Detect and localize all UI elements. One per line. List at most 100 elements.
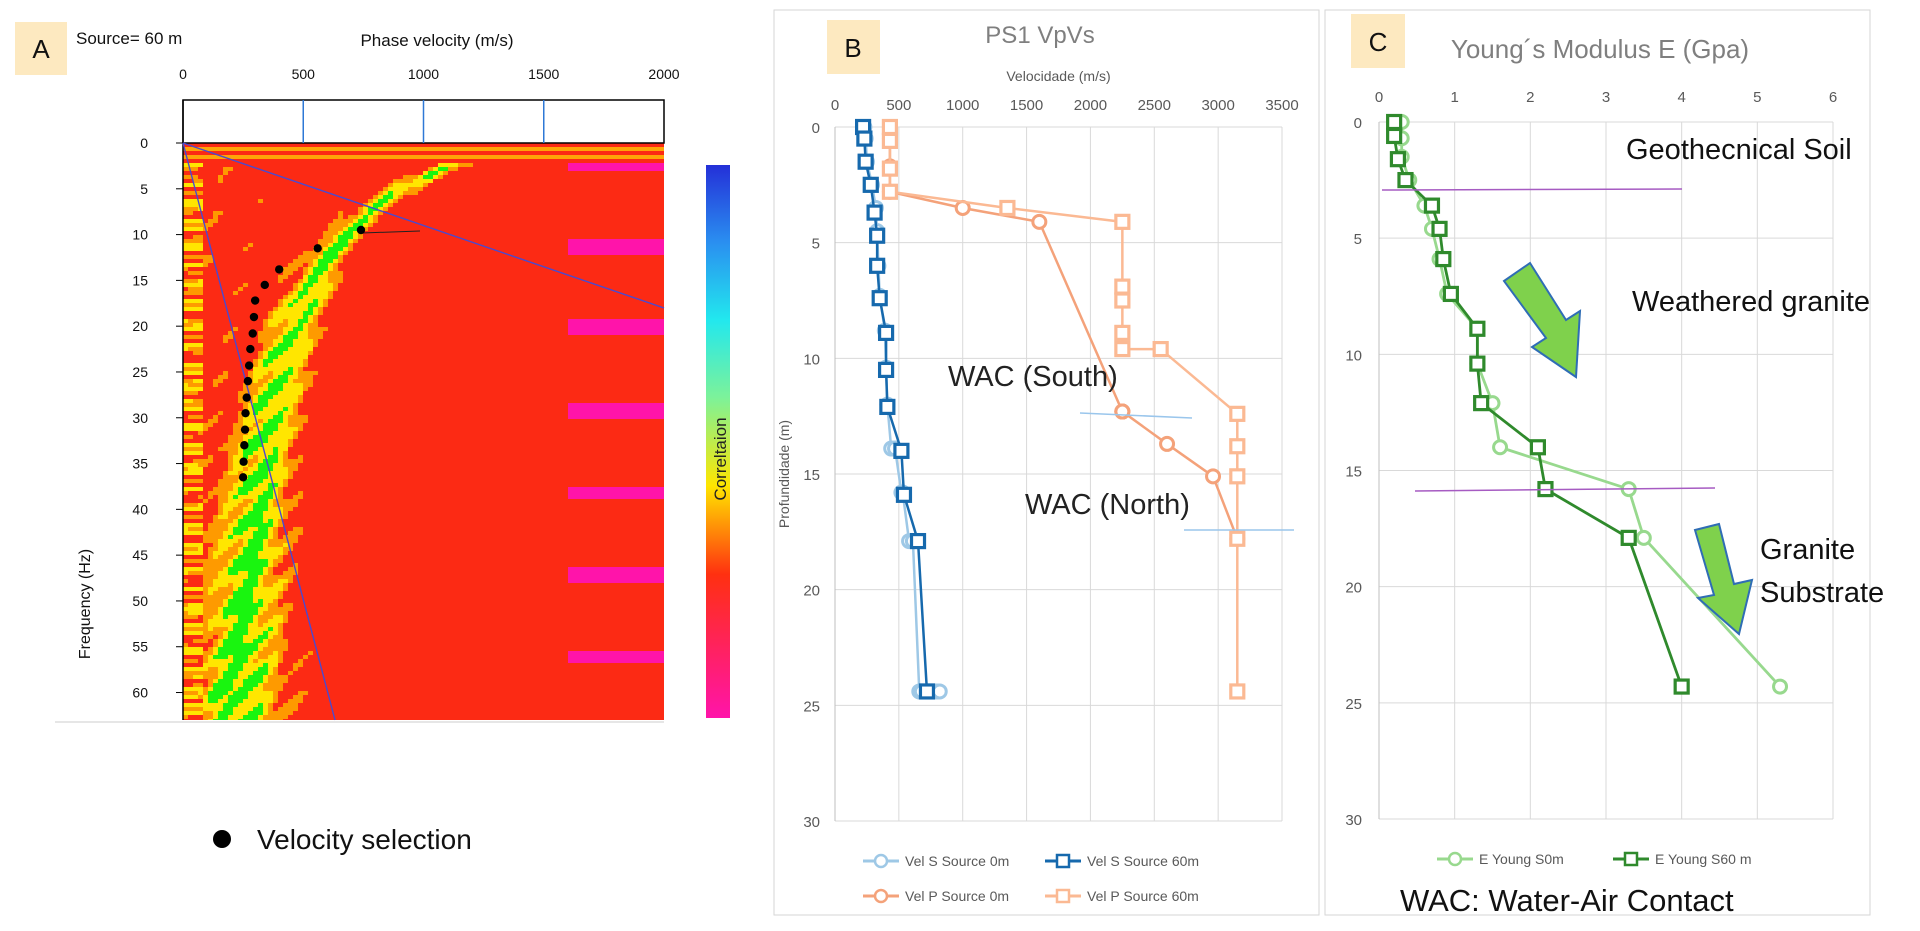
vpvs-legend-item: Vel S Source 0m [863, 853, 1009, 869]
dispersion-y-tick-label: 60 [132, 685, 148, 701]
dispersion-y-tick-label: 20 [132, 318, 148, 334]
young-data-point [1435, 250, 1452, 268]
young-data-point [1529, 439, 1547, 456]
young-series-1 [1386, 113, 1690, 695]
young-data-point [1620, 529, 1637, 546]
dispersion-pick-leader [361, 230, 421, 234]
vpvs-data-point [895, 486, 913, 503]
panel-a-letter-box [15, 22, 67, 75]
panel-b-letter-box [827, 20, 880, 74]
velocity-pick-point [356, 225, 366, 235]
velocity-selection-legend-dot [213, 830, 231, 848]
vpvs-chart: 0 500 1000 1500 2000 2500 3000 3500 0 5 10 15 20 25 30… [773, 9, 1320, 916]
wac-footnote: WAC: Water-Air Contact [1400, 883, 1734, 918]
vpvs-data-point [1114, 324, 1131, 341]
vpvs-legend-label: Vel P Source 0m [905, 888, 1009, 904]
velocity-pick-point [240, 425, 250, 434]
vpvs-y-tick-label: 20 [803, 583, 820, 600]
vpvs-data-point [866, 204, 883, 221]
dispersion-y-tick-label: 35 [132, 456, 148, 472]
vpvs-x-tick-label: 0 [831, 97, 839, 114]
vpvs-y-tick-label: 15 [803, 467, 820, 484]
vpvs-data-point [877, 324, 895, 341]
dispersion-trend-line-lower [182, 142, 336, 721]
young-data-point [1635, 529, 1652, 546]
vpvs-data-point [1229, 438, 1246, 455]
velocity-pick-point [242, 393, 251, 402]
vpvs-data-point [881, 183, 899, 200]
panel-c: C 0 1 2 3 4 5 6 0 5 10 15 20 25 30 Young´s Modulus E (… [1324, 9, 1884, 918]
vpvs-data-point [1229, 530, 1246, 547]
young-legend-item: E Young S60 m [1613, 851, 1752, 867]
vpvs-data-point [869, 227, 886, 244]
velocity-selection-legend-label: Velocity selection [257, 824, 472, 855]
colorbar [706, 165, 730, 718]
vpvs-legend-item: Vel S Source 60m [1045, 853, 1199, 869]
young-legend-marker [1623, 851, 1639, 867]
young-y-tick-label: 20 [1345, 580, 1362, 597]
dispersion-x-title: Phase velocity (m/s) [360, 31, 513, 50]
panel-a-letter: A [32, 34, 50, 64]
vpvs-legend-item: Vel P Source 0m [863, 888, 1009, 904]
dispersion-y-tick-label: 45 [132, 547, 148, 563]
vpvs-x-tick-label: 2500 [1138, 97, 1171, 114]
vpvs-data-point [1205, 468, 1222, 485]
vpvs-data-point [862, 176, 879, 193]
vpvs-data-point [1114, 278, 1131, 295]
vpvs-data-point [1229, 468, 1246, 485]
velocity-pick-point [313, 244, 322, 253]
vpvs-data-point [999, 199, 1016, 217]
young-data-point [1389, 151, 1407, 168]
young-legend-label: E Young S0m [1479, 851, 1564, 867]
velocity-pick-point [241, 408, 250, 418]
vpvs-data-point [931, 683, 948, 700]
young-y-tick-label: 10 [1345, 347, 1362, 364]
dispersion-axes: 0 500 1000 1500 2000 0 5 10 15 20 25 30 35 40 45 50 55 60 [55, 66, 680, 723]
young-data-point [1386, 127, 1403, 145]
vpvs-title: PS1 VpVs [985, 22, 1094, 49]
dispersion-x-tick-label: 500 [292, 66, 316, 82]
dispersion-trend-line-upper [182, 142, 665, 309]
young-title: Young´s Modulus E (Gpa) [1451, 34, 1749, 64]
young-data-point [1492, 439, 1509, 456]
velocity-pick-point [243, 376, 253, 386]
young-x-tick-label: 6 [1829, 89, 1837, 106]
vpvs-data-point [881, 132, 899, 149]
vpvs-series-line [888, 127, 1239, 540]
vpvs-legend-label: Vel S Source 60m [1087, 853, 1199, 869]
velocity-pick-point [260, 280, 269, 290]
young-data-point [1423, 197, 1441, 214]
young-y-tick-label: 30 [1345, 812, 1362, 829]
vpvs-data-point [1114, 292, 1131, 309]
velocity-pick-point [249, 312, 259, 322]
colorbar-label: Correltaion [711, 417, 730, 500]
dispersion-y-tick-label: 10 [132, 227, 148, 243]
vpvs-y-tick-label: 30 [803, 814, 820, 831]
dispersion-y-tick-label: 0 [140, 135, 148, 151]
source-label: Source= 60 m [76, 29, 182, 48]
wac-south-marker [1079, 412, 1193, 419]
vpvs-data-point [1031, 213, 1048, 230]
dispersion-x-tick-label: 0 [179, 66, 187, 82]
young-x-tick-label: 5 [1753, 89, 1761, 106]
vpvs-legend-label: Vel S Source 0m [905, 853, 1009, 869]
dispersion-picks [238, 225, 366, 482]
vpvs-frame [773, 9, 1320, 916]
young-x-tick-label: 4 [1677, 89, 1685, 106]
young-data-point [1442, 285, 1459, 303]
vpvs-data-point [881, 118, 899, 136]
vpvs-x-tick-label: 2000 [1074, 97, 1107, 114]
arrow-weathered-icon [1502, 261, 1582, 379]
panel-b: B 0 500 1000 1500 2000 2500 3000 3500 0 5 10 15 20 25… [773, 9, 1320, 916]
dispersion-y-tick-label: 15 [132, 272, 148, 288]
vpvs-x-tick-label: 3500 [1265, 97, 1298, 114]
velocity-pick-point [250, 296, 260, 305]
vpvs-x-tick-label: 3000 [1201, 97, 1234, 114]
arrow-substrate-icon [1693, 522, 1754, 636]
young-y-tick-label: 5 [1354, 231, 1362, 248]
young-data-point [1673, 678, 1690, 695]
vpvs-data-point [881, 160, 899, 177]
young-data-point [1772, 678, 1789, 695]
vpvs-data-point [879, 398, 896, 416]
